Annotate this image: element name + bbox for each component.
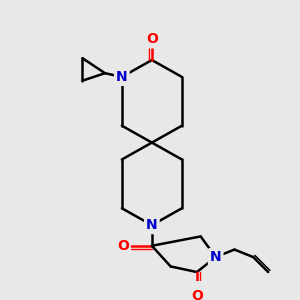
Text: O: O	[191, 289, 203, 300]
Text: N: N	[146, 218, 158, 232]
Text: O: O	[146, 32, 158, 46]
Text: N: N	[116, 70, 128, 84]
Text: N: N	[210, 250, 221, 264]
Text: O: O	[117, 239, 129, 253]
